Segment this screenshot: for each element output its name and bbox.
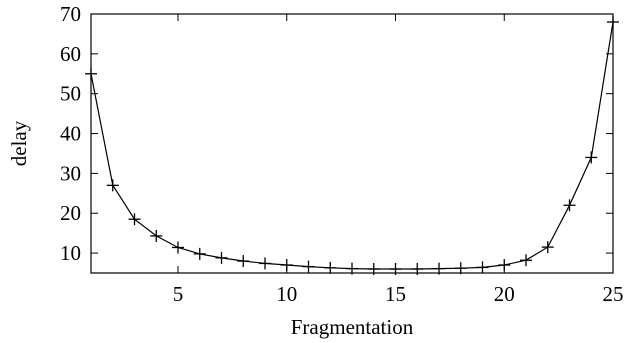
data-point xyxy=(302,260,315,273)
x-tick-label: 5 xyxy=(173,282,184,306)
plot-frame xyxy=(90,13,614,274)
series-line xyxy=(90,21,614,270)
data-point xyxy=(280,259,293,272)
data-point xyxy=(346,262,358,275)
data-point xyxy=(498,259,511,272)
y-tick-label: 50 xyxy=(60,82,81,106)
x-axis-title: Fragmentation xyxy=(291,315,414,339)
data-point xyxy=(324,261,337,274)
data-point xyxy=(237,255,250,268)
data-point xyxy=(259,257,271,270)
data-point xyxy=(476,261,489,274)
data-point xyxy=(433,262,445,275)
data-point xyxy=(585,151,598,164)
x-tick-labels: 5 10 15 20 25 xyxy=(173,282,624,306)
data-point xyxy=(128,213,141,226)
data-point xyxy=(106,179,119,192)
y-tick-label: 10 xyxy=(60,241,81,265)
data-point xyxy=(150,229,163,242)
y-tick-label: 30 xyxy=(60,161,81,185)
series-delay xyxy=(85,15,619,276)
y-tick-label: 40 xyxy=(60,122,81,146)
data-point xyxy=(85,67,97,80)
y-tick-label: 20 xyxy=(60,201,81,225)
x-tick-label: 15 xyxy=(385,282,406,306)
x-tick-label: 20 xyxy=(494,282,515,306)
x-tick-label: 10 xyxy=(276,282,297,306)
y-axis-title: delay xyxy=(7,120,31,166)
y-tick-labels: 10 20 30 40 50 60 70 xyxy=(60,2,81,265)
axis-ticks xyxy=(91,13,614,273)
data-point xyxy=(541,241,554,254)
plot-border xyxy=(90,13,614,274)
data-point xyxy=(172,241,184,254)
data-point xyxy=(520,254,532,267)
y-tick-label: 70 xyxy=(60,2,81,26)
data-point xyxy=(389,263,402,276)
data-point xyxy=(367,263,380,276)
data-point xyxy=(411,263,424,276)
data-point xyxy=(563,199,576,212)
data-point xyxy=(607,15,619,28)
y-tick-label: 60 xyxy=(60,42,81,66)
data-point xyxy=(454,262,467,275)
data-point xyxy=(193,247,206,260)
data-point xyxy=(215,251,228,264)
x-tick-label: 25 xyxy=(603,282,624,306)
